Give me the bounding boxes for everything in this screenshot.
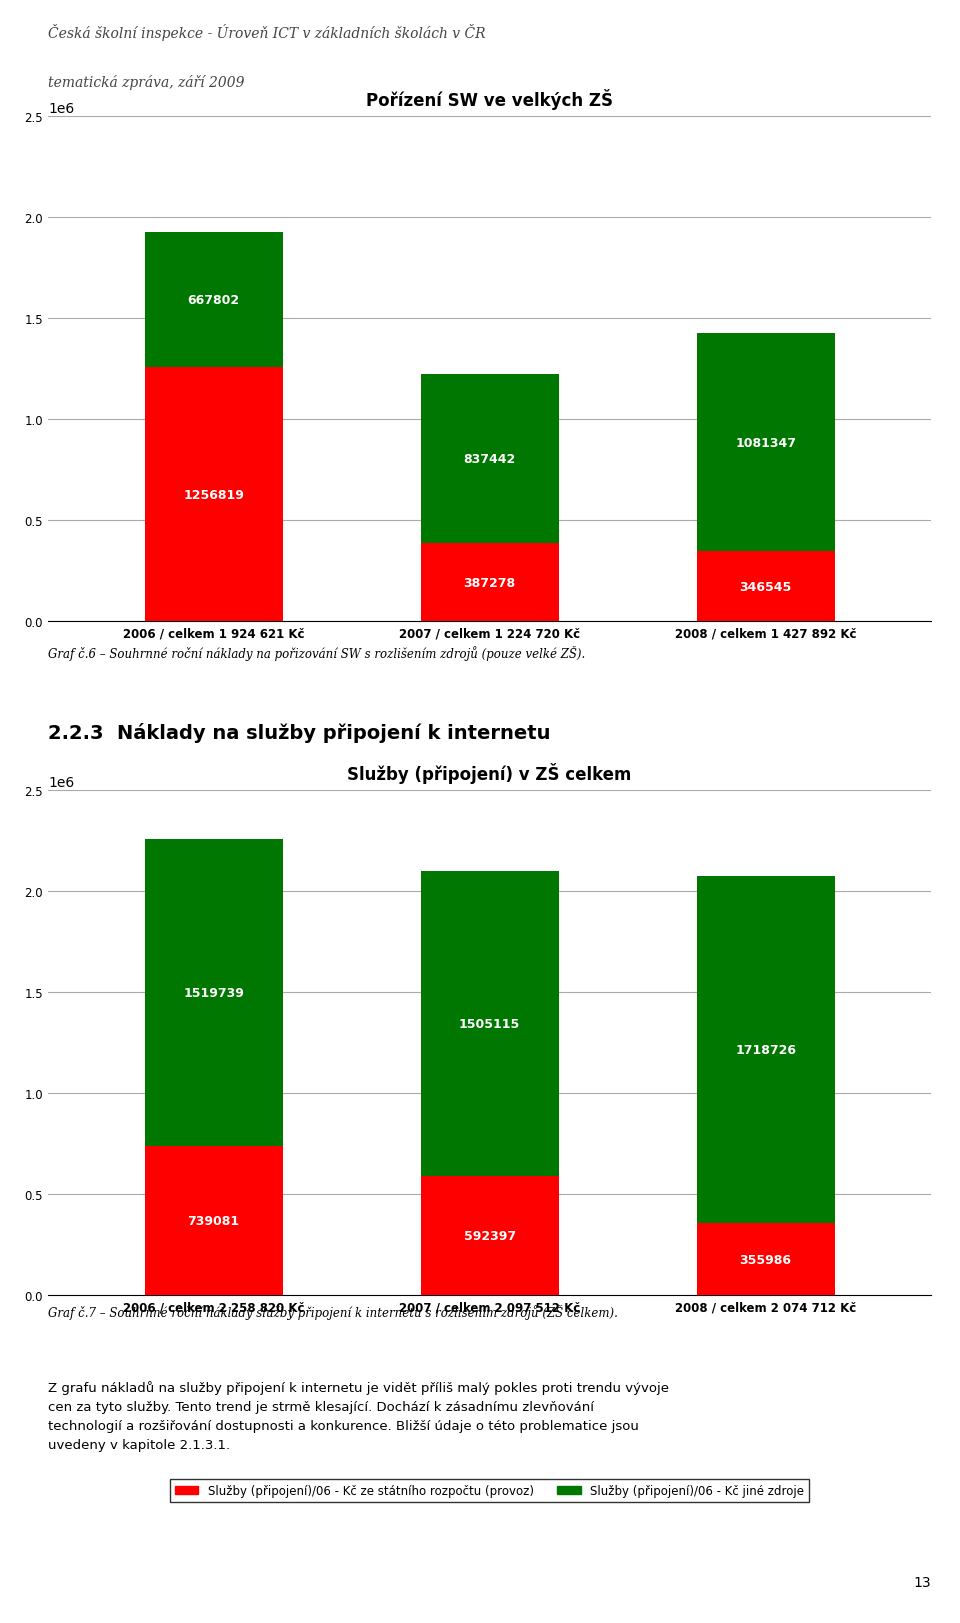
Bar bbox=[697, 552, 834, 622]
Bar bbox=[145, 1146, 282, 1295]
Text: 346545: 346545 bbox=[739, 581, 792, 594]
Bar bbox=[420, 375, 559, 544]
Bar bbox=[697, 1224, 834, 1295]
Bar bbox=[145, 234, 282, 368]
Bar bbox=[420, 1177, 559, 1295]
Bar bbox=[420, 872, 559, 1177]
Text: Česká školní inspekce - Úroveň ICT v základních školách v ČR: Česká školní inspekce - Úroveň ICT v zák… bbox=[48, 24, 486, 41]
Legend: Služby (připojení)/06 - Kč ze státního rozpočtu (provoz), Služby (připojení)/06 : Služby (připojení)/06 - Kč ze státního r… bbox=[170, 1480, 809, 1501]
Text: 667802: 667802 bbox=[187, 294, 240, 307]
Text: Graf č.7 – Souhrnné roční náklady služby připojení k internetu s rozlišením zdro: Graf č.7 – Souhrnné roční náklady služby… bbox=[48, 1303, 618, 1319]
Text: 592397: 592397 bbox=[464, 1229, 516, 1242]
Text: tematická zpráva, září 2009: tematická zpráva, září 2009 bbox=[48, 75, 245, 91]
Text: 1505115: 1505115 bbox=[459, 1018, 520, 1031]
Bar bbox=[420, 544, 559, 622]
Text: 1081347: 1081347 bbox=[735, 437, 796, 450]
Bar bbox=[145, 839, 282, 1146]
Text: 837442: 837442 bbox=[464, 453, 516, 466]
Text: Z grafu nákladů na služby připojení k internetu je vidět příliš malý pokles prot: Z grafu nákladů na služby připojení k in… bbox=[48, 1380, 669, 1451]
Bar bbox=[145, 368, 282, 622]
Bar bbox=[697, 334, 834, 552]
Text: 387278: 387278 bbox=[464, 576, 516, 589]
Text: 739081: 739081 bbox=[187, 1214, 240, 1227]
Title: Služby (připojení) v ZŠ celkem: Služby (připojení) v ZŠ celkem bbox=[348, 763, 632, 784]
Text: 1718726: 1718726 bbox=[735, 1044, 796, 1057]
Bar bbox=[697, 876, 834, 1224]
Text: 13: 13 bbox=[914, 1574, 931, 1589]
Text: 1256819: 1256819 bbox=[183, 489, 244, 502]
Text: 1519739: 1519739 bbox=[183, 987, 244, 1000]
Text: 2.2.3  Náklady na služby připojení k internetu: 2.2.3 Náklady na služby připojení k inte… bbox=[48, 722, 550, 742]
Text: 355986: 355986 bbox=[739, 1253, 792, 1266]
Text: Graf č.6 – Souhrnné roční náklady na pořizování SW s rozlišením zdrojů (pouze ve: Graf č.6 – Souhrnné roční náklady na poř… bbox=[48, 646, 586, 661]
Legend: Pořízení software - Kč ze státního rozpočtu (provoz), Pořízení software - Kč jin: Pořízení software - Kč ze státního rozpo… bbox=[192, 807, 787, 828]
Title: Pořízení SW ve velkých ZŠ: Pořízení SW ve velkých ZŠ bbox=[366, 89, 613, 110]
